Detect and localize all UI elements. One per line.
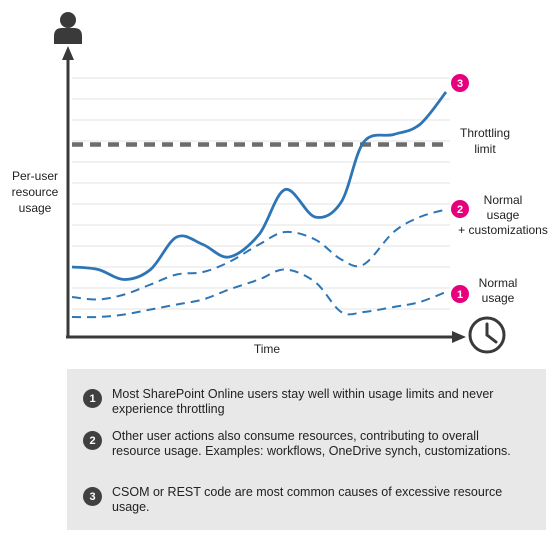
y-axis-label: Per-user resource usage bbox=[12, 169, 59, 215]
gridlines bbox=[72, 77, 450, 310]
note-number-badge: 1 bbox=[83, 389, 102, 408]
note-number-badge: 3 bbox=[83, 487, 102, 506]
series-badge-number: 1 bbox=[457, 289, 463, 301]
note-text: CSOM or REST code are most common causes… bbox=[112, 485, 503, 514]
series-line-1 bbox=[71, 268, 447, 319]
note-number-badge: 2 bbox=[83, 431, 102, 450]
series-badge-number: 3 bbox=[457, 78, 463, 90]
clock-icon bbox=[468, 316, 506, 354]
x-axis-arrow bbox=[452, 331, 466, 343]
note-2: 2 Other user actions also consume resour… bbox=[83, 429, 512, 459]
series-line-2 bbox=[71, 208, 447, 301]
series-line-3 bbox=[71, 91, 448, 281]
series-label-1: Normal usage bbox=[479, 276, 518, 305]
note-3: 3 CSOM or REST code are most common caus… bbox=[83, 485, 512, 515]
throttling-limit-label: Throttling limit bbox=[460, 126, 510, 156]
x-axis-label: Time bbox=[254, 342, 281, 356]
series-badge-2 bbox=[451, 200, 469, 218]
series-badge-1 bbox=[451, 285, 469, 303]
note-text: Other user actions also consume resource… bbox=[112, 429, 511, 458]
note-1: 1 Most SharePoint Online users stay well… bbox=[83, 387, 512, 417]
series-label-2: Normal usage + customizations bbox=[458, 193, 548, 237]
user-icon bbox=[54, 12, 82, 44]
series-badge-number: 2 bbox=[457, 204, 463, 216]
y-axis-arrow bbox=[62, 46, 74, 60]
notes-panel: 1 Most SharePoint Online users stay well… bbox=[67, 369, 546, 530]
series-badge-3 bbox=[451, 74, 469, 92]
note-text: Most SharePoint Online users stay well w… bbox=[112, 387, 494, 416]
